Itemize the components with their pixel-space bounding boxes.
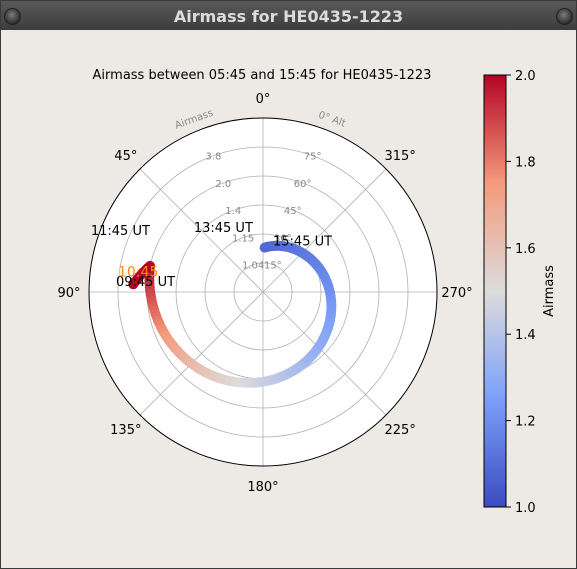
track-point: [259, 242, 270, 253]
colorbar: 1.0 1.2 1.4 1.6 1.8 2.0 Airmass: [483, 69, 557, 516]
moon-time-label: 10:45: [118, 264, 158, 280]
angular-tick-label: 45°: [114, 149, 137, 164]
angular-tick-label: 135°: [110, 423, 141, 438]
ring-airmass-label: 3.8: [205, 152, 221, 163]
ring-airmass-label: 2.0: [215, 179, 231, 190]
colorbar-tick-label: 1.8: [515, 155, 536, 170]
window-menu-button[interactable]: [4, 8, 21, 25]
colorbar-gradient: [483, 74, 507, 508]
radial-ring-labels: 3.8 75° 2.0 60° 1.4 45° 1.15 30° 1.04 15°: [205, 152, 321, 272]
grid-spoke: [262, 168, 387, 293]
time-label: 11:45 UT: [91, 224, 150, 239]
angular-tick-label: 225°: [385, 423, 416, 438]
colorbar-ticks: 1.0 1.2 1.4 1.6 1.8 2.0: [506, 69, 536, 516]
window-title: Airmass for HE0435-1223: [173, 7, 404, 26]
altitude-axis-label: 0° Alt: [317, 110, 347, 130]
colorbar-tick-label: 2.0: [515, 69, 536, 84]
window-close-button[interactable]: [556, 8, 573, 25]
ring-airmass-label: 1.4: [225, 206, 241, 217]
time-label: 15:45 UT: [273, 235, 332, 250]
colorbar-tick-label: 1.2: [515, 415, 536, 430]
colorbar-label: Airmass: [542, 265, 557, 317]
colorbar-tick-label: 1.0: [515, 501, 536, 516]
colorbar-tick-label: 1.4: [515, 328, 536, 343]
airmass-track: [128, 240, 337, 388]
angular-tick-labels: 0° 45° 90° 135° 180° 225° 270° 315°: [57, 92, 472, 495]
colorbar-tick-label: 1.6: [515, 242, 536, 257]
ring-altitude-label: 75°: [304, 152, 322, 163]
ring-altitude-label: 15°: [264, 261, 282, 272]
polar-grid: [89, 118, 437, 466]
angular-tick-label: 315°: [385, 149, 416, 164]
ring-altitude-label: 30°: [274, 233, 292, 244]
ring-altitude-label: 45°: [284, 206, 302, 217]
time-labels: 09:45 UT 11:45 UT 13:45 UT 15:45 UT 10:45: [91, 221, 332, 290]
angular-tick-label: 0°: [256, 92, 271, 107]
chart-title: Airmass between 05:45 and 15:45 for HE04…: [93, 68, 432, 83]
grid-spoke: [139, 291, 264, 416]
title-bar: Airmass for HE0435-1223: [1, 1, 576, 30]
time-label: 09:45 UT: [116, 275, 175, 290]
ring-airmass-label: 1.04: [242, 261, 264, 272]
angular-tick-label: 270°: [441, 286, 472, 301]
grid-spoke: [139, 168, 264, 293]
track-point: [128, 279, 139, 290]
polar-plot-border: [88, 117, 438, 467]
angular-tick-label: 90°: [57, 286, 80, 301]
airmass-polar-chart: Airmass between 05:45 and 15:45 for HE04…: [57, 68, 557, 516]
time-label: 13:45 UT: [194, 221, 253, 236]
ring-airmass-label: 1.15: [232, 233, 254, 244]
ring-altitude-label: 60°: [294, 179, 312, 190]
angular-tick-label: 180°: [247, 480, 278, 495]
grid-spoke: [262, 291, 387, 416]
